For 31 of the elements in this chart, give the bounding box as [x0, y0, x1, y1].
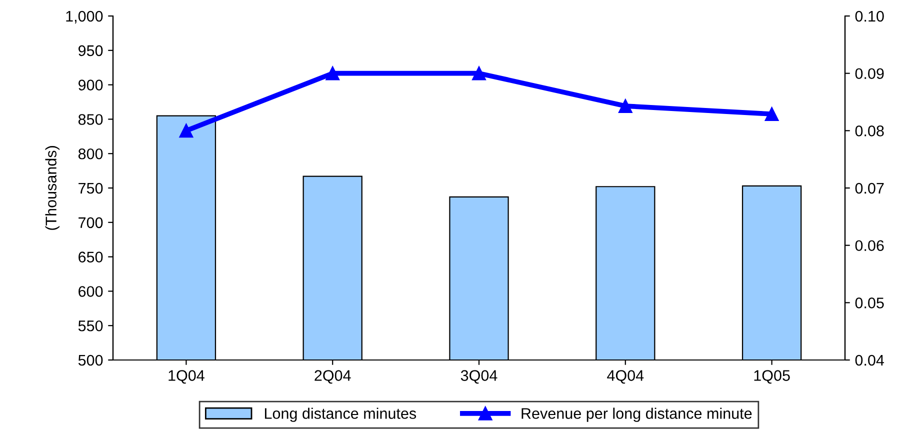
x-tick-label: 1Q04: [168, 370, 204, 384]
y-tick-label: 750: [78, 182, 103, 194]
y-axis-title: (Thousands): [45, 146, 60, 230]
point: [326, 66, 340, 80]
point: [472, 66, 486, 80]
y-tick-label: 500: [78, 354, 103, 366]
x-tick-label: 2Q04: [314, 370, 351, 384]
y-tick-label: 950: [78, 45, 103, 56]
y2-tick-label: 0.04: [855, 354, 884, 366]
y-tick-label: 550: [78, 320, 103, 332]
point: [618, 99, 632, 113]
y2-tick-label: 0.06: [855, 240, 884, 252]
y-tick-label: 900: [78, 80, 103, 90]
x-tick-label: 1Q05: [754, 370, 790, 384]
y-tick-label: 850: [78, 114, 103, 125]
x-tick-label: 4Q04: [607, 370, 644, 384]
y2-tick-label: 0.05: [855, 298, 884, 308]
y-tick-label: 1,000: [66, 10, 103, 24]
point: [179, 124, 194, 138]
y2-tick-label: 0.08: [855, 126, 884, 136]
y2-tick-label: 0.07: [855, 182, 884, 194]
y2-tick-label: 0.10: [855, 10, 884, 22]
legend-label: Revenue per long distance minute: [522, 408, 752, 422]
x-tick-label: 3Q04: [460, 370, 498, 384]
y-tick-label: 700: [78, 217, 103, 228]
y-tick-label: 650: [78, 252, 103, 262]
y2-tick-label: 0.09: [855, 68, 884, 80]
y-tick-label: 600: [78, 286, 103, 297]
y-tick-label: 800: [78, 148, 103, 160]
point: [764, 107, 779, 121]
legend-label: Long distance minutes: [264, 408, 416, 422]
